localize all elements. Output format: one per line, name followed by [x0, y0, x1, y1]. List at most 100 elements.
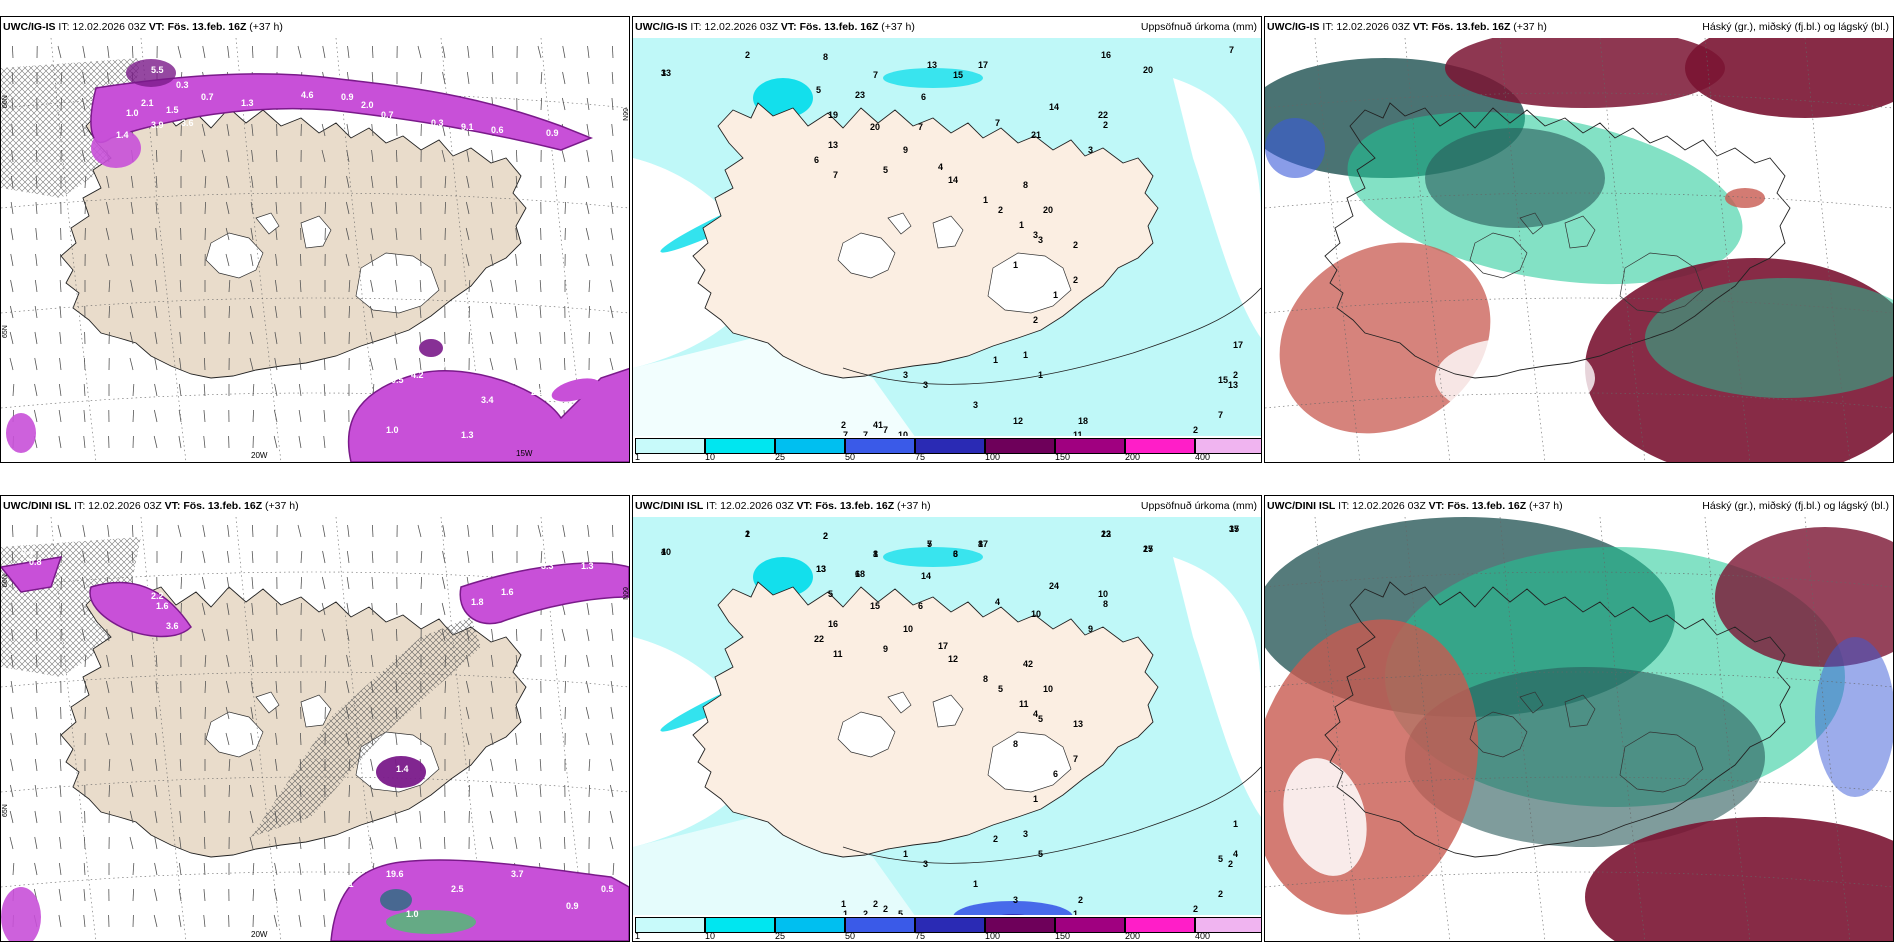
panel-wind-dini: UWC/DINI ISL IT: 12.02.2026 03Z VT: Fös.…	[0, 495, 630, 942]
precip-value-label: 6	[921, 92, 926, 102]
precip-value-label: 8	[1023, 180, 1028, 190]
grid-label-lon: 20W	[251, 930, 268, 939]
colorbar-tick-label: 1	[635, 931, 641, 941]
precip-value-label: 14	[1049, 102, 1059, 112]
colorbar-tick-label: 200	[1125, 931, 1141, 941]
precip-value-label: 1.4	[116, 130, 129, 140]
precip-value-label: 20	[870, 122, 880, 132]
precip-value-label: 42	[1023, 659, 1033, 669]
precip-value-label: 1	[745, 529, 750, 539]
precip-value-label: 18	[1078, 416, 1088, 426]
precip-value-label: 13	[661, 68, 671, 78]
precip-value-label: 1.3	[461, 430, 474, 440]
precip-value-label: 8	[823, 52, 828, 62]
precip-value-label: 2	[998, 205, 1003, 215]
colorbar-segment	[775, 438, 845, 454]
precip-value-label: 7	[995, 118, 1000, 128]
precip-value-label: 1.4	[396, 764, 409, 774]
grid-label-lon: 15W	[516, 449, 533, 458]
colorbar-tick-label: 1	[635, 452, 641, 462]
precip-value-label: 2	[1073, 275, 1078, 285]
colorbar-segment	[845, 917, 915, 933]
precip-value-label: 1	[1233, 819, 1238, 829]
precip-value-label: 0.7	[201, 92, 214, 102]
precip-value-label: 0.9	[566, 901, 579, 911]
precip-value-label: 1.3	[581, 561, 594, 571]
precip-value-label: 7	[863, 430, 868, 440]
precip-value-label: 6	[814, 155, 819, 165]
precip-value-label: 19	[828, 110, 838, 120]
precip-value-label: 6	[918, 601, 923, 611]
colorbar-segment	[985, 917, 1055, 933]
colorbar-tick-label: 75	[915, 452, 926, 462]
grid-label-lat: 66N	[2, 574, 9, 587]
precip-value-label: 7	[918, 122, 923, 132]
precip-value-label: 1	[873, 549, 878, 559]
precip-value-label: 2	[1233, 370, 1238, 380]
colorbar-segment	[1125, 438, 1195, 454]
map-wind-precip: 5.5 0.3 2.1 1.5 0.7 1.3 4.6 0.9 2.0 0.7 0.3 9.1 0.6 0…	[1, 38, 629, 462]
precip-value-label: 12	[1013, 416, 1023, 426]
precip-value-label: 13	[828, 140, 838, 150]
colorbar-segment	[635, 917, 705, 933]
precip-value-label: 17	[978, 539, 988, 549]
colorbar-segment	[845, 438, 915, 454]
colorbar-tick-label: 150	[1055, 931, 1071, 941]
precip-value-label: 1.3	[241, 98, 254, 108]
precip-value-label: 2.2	[531, 387, 544, 397]
precip-value-label: 3.7	[511, 869, 524, 879]
precip-value-label: 3	[953, 549, 958, 559]
precip-value-label: 10	[903, 624, 913, 634]
precip-value-label: 13	[927, 60, 937, 70]
precip-value-label: 0.3	[431, 118, 444, 128]
precip-value-label: 16	[828, 619, 838, 629]
colorbar-segment	[915, 438, 985, 454]
precip-value-label: 11	[1073, 430, 1083, 440]
grid-label-lat: 66N	[621, 108, 628, 121]
panel-precip-dini: UWC/DINI ISL IT: 12.02.2026 03Z VT: Fös.…	[632, 495, 1262, 942]
map-cloud-cover	[1265, 517, 1893, 941]
precip-value-label: 2.1	[141, 98, 154, 108]
precip-value-label: 8	[1013, 739, 1018, 749]
precip-value-label: 4	[1233, 849, 1238, 859]
grid-label-lat: 66N	[2, 95, 9, 108]
colorbar-tick-label: 400	[1195, 452, 1211, 462]
colorbar-tick-label: 25	[775, 452, 786, 462]
precip-value-label: 8	[873, 549, 878, 559]
colorbar-segment	[1055, 917, 1125, 933]
precip-value-label: 1.8	[471, 597, 484, 607]
panel-wind-ig: UWC/IG-IS IT: 12.02.2026 03Z VT: Fös. 13…	[0, 16, 630, 463]
precip-value-label: 7	[1073, 754, 1078, 764]
colorbar-tick-label: 400	[1195, 931, 1211, 941]
precip-value-label: 7.1	[341, 879, 354, 889]
precip-value-label: 3.3	[541, 561, 554, 571]
precip-value-label: 1	[983, 195, 988, 205]
precip-value-label: 9	[1088, 624, 1093, 634]
precip-value-label: 15	[1229, 524, 1239, 534]
precip-value-label: 15	[953, 70, 963, 80]
panel-cloud-dini: UWC/DINI ISL IT: 12.02.2026 03Z VT: Fös.…	[1264, 495, 1894, 942]
precip-value-label: 17	[978, 60, 988, 70]
precip-value-label: 4	[1033, 709, 1038, 719]
precip-value-label: 5	[883, 165, 888, 175]
panel-cloud-ig: UWC/IG-IS IT: 12.02.2026 03Z VT: Fös. 13…	[1264, 16, 1894, 463]
precip-value-label: 0.5	[601, 884, 614, 894]
colorbar-segment	[985, 438, 1055, 454]
precip-value-label: 5	[927, 539, 932, 549]
precip-value-label: 7	[1218, 410, 1223, 420]
map-wind-precip: 0.40.8 1.2 1.6 3.6 2.2 3.3 1.3 1.6 1.8 7.1 19.6 2.5…	[1, 517, 629, 941]
precip-value-label: 1	[903, 849, 908, 859]
precip-value-label: 10	[898, 430, 908, 440]
precip-value-label: 17	[1233, 340, 1243, 350]
colorbar-tick-label: 100	[985, 931, 1001, 941]
precip-value-label: 41	[873, 420, 883, 430]
precip-value-label: 22	[1098, 110, 1108, 120]
precip-value-label: 6	[1053, 769, 1058, 779]
precip-value-label: 14	[921, 571, 931, 581]
panel-header: UWC/IG-IS IT: 12.02.2026 03Z VT: Fös. 13…	[1, 17, 629, 38]
precip-value-label: 13	[816, 564, 826, 574]
precip-value-label: 3	[1023, 829, 1028, 839]
precip-value-label: 3	[1033, 230, 1038, 240]
